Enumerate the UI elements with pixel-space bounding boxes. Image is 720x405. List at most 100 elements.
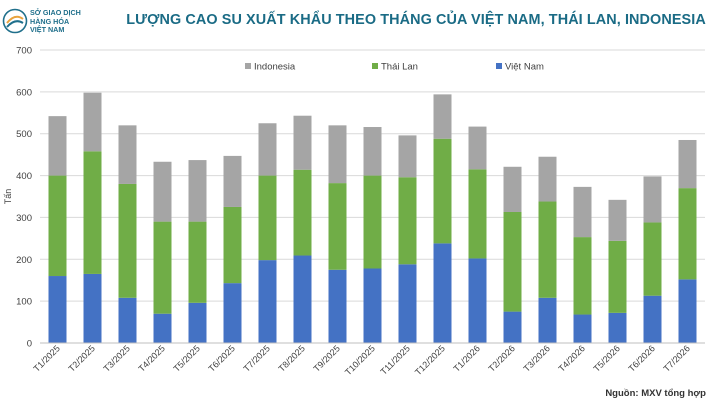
- x-tick-label: T6/2026: [626, 343, 656, 373]
- bar-segment: [328, 183, 347, 270]
- x-tick-label: T7/2025: [241, 343, 271, 373]
- bar-segment: [538, 297, 557, 343]
- x-tick-label: T2/2026: [486, 343, 516, 373]
- logo: SỞ GIAO DỊCH HÀNG HÓA VIỆT NAM: [2, 6, 120, 40]
- y-tick-label: 400: [16, 171, 32, 182]
- bar-segment: [83, 151, 102, 274]
- bar-segment: [48, 175, 67, 277]
- bar-segment: [188, 302, 207, 343]
- x-tick-label: T3/2025: [101, 343, 131, 373]
- x-tick-label: T1/2026: [451, 343, 481, 373]
- bar-segment: [328, 269, 347, 343]
- bar-segment: [258, 260, 277, 343]
- bar-segment: [398, 264, 417, 343]
- bar-segment: [363, 268, 382, 343]
- bar-segment: [503, 166, 522, 212]
- bar-segment: [293, 115, 312, 170]
- bar-segment: [608, 240, 627, 313]
- source-note: Nguồn: MXV tổng hợp: [605, 388, 706, 399]
- bar-segment: [538, 201, 557, 298]
- x-tick-label: T4/2025: [136, 343, 166, 373]
- bar-segment: [118, 183, 137, 298]
- legend-swatch: [496, 63, 502, 69]
- bar-segment: [468, 169, 487, 259]
- y-tick-label: 0: [27, 339, 32, 350]
- bar-segment: [643, 222, 662, 296]
- legend-swatch: [245, 63, 251, 69]
- bar-segment: [678, 188, 697, 280]
- legend-label: Indonesia: [254, 62, 296, 73]
- bar-segment: [153, 221, 172, 314]
- legend-label: Thái Lan: [381, 62, 418, 73]
- bar-segment: [468, 258, 487, 343]
- chart-title: LƯỢNG CAO SU XUẤT KHẨU THEO THÁNG CỦA VI…: [126, 12, 706, 28]
- bar-segment: [328, 125, 347, 184]
- bar-segment: [153, 161, 172, 222]
- bar-segment: [83, 92, 102, 152]
- bar-segment: [573, 186, 592, 238]
- y-tick-label: 600: [16, 87, 32, 98]
- bar-segment: [433, 243, 452, 343]
- x-tick-label: T1/2025: [31, 343, 61, 373]
- bar-segment: [678, 279, 697, 343]
- logo-line: SỞ GIAO DỊCH: [30, 8, 81, 17]
- logo-text: SỞ GIAO DỊCH HÀNG HÓA VIỆT NAM: [30, 8, 81, 35]
- y-tick-label: 300: [16, 213, 32, 224]
- bar-segment: [83, 273, 102, 343]
- bar-segment: [118, 297, 137, 343]
- bar-segment: [468, 126, 487, 170]
- bar-segment: [573, 237, 592, 315]
- bar-segment: [398, 135, 417, 178]
- bar-segment: [608, 312, 627, 343]
- legend-label: Việt Nam: [505, 62, 544, 73]
- bar-segment: [118, 125, 137, 184]
- x-tick-label: T12/2025: [413, 343, 447, 377]
- x-tick-label: T5/2026: [591, 343, 621, 373]
- logo-line: HÀNG HÓA: [30, 16, 70, 26]
- bar-segment: [363, 127, 382, 176]
- x-tick-label: T3/2026: [521, 343, 551, 373]
- x-tick-label: T6/2025: [206, 343, 236, 373]
- bar-segment: [363, 175, 382, 269]
- legend-swatch: [372, 63, 378, 69]
- x-tick-label: T5/2025: [171, 343, 201, 373]
- y-axis-label: Tấn: [3, 189, 13, 205]
- bar-segment: [398, 177, 417, 265]
- bar-segment: [223, 206, 242, 284]
- x-tick-label: T8/2025: [276, 343, 306, 373]
- bar-segment: [223, 283, 242, 343]
- y-tick-label: 500: [16, 129, 32, 140]
- logo-icon: [2, 8, 28, 34]
- bar-segment: [538, 156, 557, 202]
- bar-segment: [188, 160, 207, 222]
- y-tick-label: 200: [16, 255, 32, 266]
- bar-segment: [48, 276, 67, 343]
- bar-segment: [293, 255, 312, 343]
- y-tick-label: 700: [16, 46, 32, 57]
- bar-segment: [433, 138, 452, 244]
- bar-segment: [258, 175, 277, 261]
- y-tick-label: 100: [16, 297, 32, 308]
- bar-segment: [678, 139, 697, 189]
- bar-segment: [643, 176, 662, 223]
- x-tick-label: T4/2026: [556, 343, 586, 373]
- bar-segment: [293, 169, 312, 256]
- x-tick-label: T7/2026: [661, 343, 691, 373]
- bar-segment: [433, 94, 452, 139]
- bar-segment: [188, 221, 207, 303]
- bar-segment: [503, 211, 522, 312]
- bar-segment: [503, 311, 522, 343]
- bar-segment: [643, 295, 662, 343]
- logo-line: VIỆT NAM: [30, 25, 65, 35]
- bar-segment: [48, 116, 67, 176]
- x-tick-label: T9/2025: [311, 343, 341, 373]
- bar-segment: [223, 155, 242, 207]
- bar-segment: [153, 313, 172, 343]
- bar-segment: [573, 314, 592, 343]
- x-tick-label: T2/2025: [66, 343, 96, 373]
- x-tick-label: T10/2025: [343, 343, 377, 377]
- bar-segment: [258, 123, 277, 176]
- x-tick-label: T11/2025: [378, 343, 411, 376]
- bar-segment: [608, 199, 627, 241]
